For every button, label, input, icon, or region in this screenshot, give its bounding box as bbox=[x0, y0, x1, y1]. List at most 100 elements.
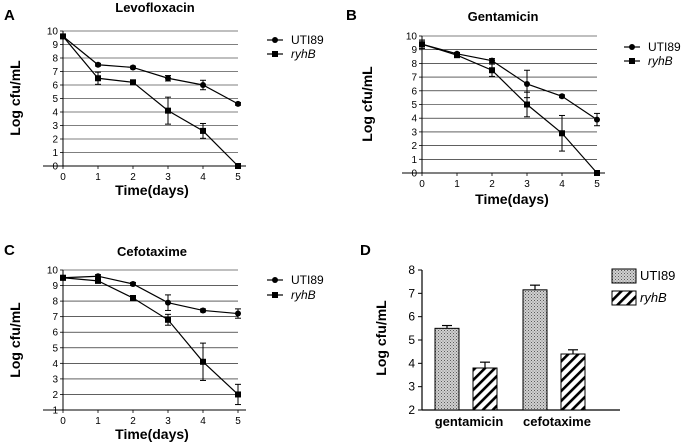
panel-b-ytick-label: 8 bbox=[411, 59, 417, 70]
panel-c-uti89-point bbox=[200, 307, 206, 314]
panel-a-ylabel: Log cfu/mL bbox=[7, 60, 23, 136]
panel-c-ryhb-point bbox=[235, 391, 241, 398]
panel-a-ryhb-point bbox=[130, 79, 136, 86]
panel-d-ytick-label: 5 bbox=[408, 333, 415, 347]
panel-a-ytick-label: 5 bbox=[52, 94, 58, 105]
panel-b-ryhb-point bbox=[489, 67, 495, 74]
panel-c-ytick-label: 3 bbox=[52, 374, 58, 385]
panel-a-ytick-label: 6 bbox=[52, 81, 58, 92]
panel-a-xtick-label: 0 bbox=[60, 172, 66, 183]
panel-c-xtick-label: 4 bbox=[200, 416, 206, 427]
panel-a-ryhb-point bbox=[165, 107, 171, 114]
panel-d-legend-ryhb-label: ryhB bbox=[640, 290, 667, 305]
panel-a-xtick-label: 2 bbox=[130, 172, 136, 183]
panel-d-category-label: cefotaxime bbox=[523, 414, 591, 429]
panel-c-ryhb-point bbox=[165, 316, 171, 323]
panel-d-bar-ryhb bbox=[472, 367, 498, 411]
panel-a-ytick-label: 2 bbox=[52, 135, 58, 146]
panel-a-ryhb-point bbox=[95, 75, 101, 82]
panel-c-title: Cefotaxime bbox=[117, 244, 187, 259]
panel-c-uti89-point bbox=[165, 299, 171, 306]
panel-c-ytick-label: 8 bbox=[52, 297, 58, 308]
panel-a-ryhb-line bbox=[62, 36, 239, 167]
panel-b-xtick-label: 0 bbox=[419, 179, 425, 190]
panel-c-xtick-label: 2 bbox=[130, 416, 136, 427]
panel-c-legend-ryhb-label: ryhB bbox=[291, 288, 316, 302]
panel-c-ytick-label: 10 bbox=[47, 266, 59, 277]
panel-b-xtick-label: 1 bbox=[454, 179, 460, 190]
panel-b-ytick-label: 4 bbox=[411, 114, 417, 125]
panel-a-ryhb-point bbox=[60, 33, 66, 40]
panel-b-ylabel: Log cfu/mL bbox=[359, 66, 375, 142]
panel-a-ytick-label: 1 bbox=[52, 148, 58, 159]
panel-letter-a: A bbox=[4, 7, 15, 24]
panel-d-category-label: gentamicin bbox=[435, 414, 504, 429]
panel-a-ryhb-point bbox=[235, 163, 241, 169]
panel-a-xlabel: Time(days) bbox=[115, 182, 189, 198]
panel-b-xlabel: Time(days) bbox=[475, 191, 549, 207]
panel-c-ytick-label: 9 bbox=[52, 281, 58, 292]
panel-c-xtick-label: 1 bbox=[95, 416, 101, 427]
panel-a-xtick-label: 1 bbox=[95, 172, 101, 183]
panel-a-xtick-label: 3 bbox=[165, 172, 171, 183]
panel-a-ytick-label: 3 bbox=[52, 121, 58, 132]
panel-b-uti89-point bbox=[559, 93, 565, 100]
panel-a-ryhb-point bbox=[200, 127, 206, 134]
panel-b-xtick-label: 3 bbox=[524, 179, 530, 190]
panel-c-uti89-point bbox=[95, 273, 101, 280]
panel-c-uti89-point bbox=[235, 310, 241, 317]
panel-b-ytick-label: 10 bbox=[406, 32, 418, 43]
panel-b-legend-uti89-marker bbox=[629, 44, 635, 50]
panel-d-ytick-label: 2 bbox=[408, 403, 415, 417]
panel-c-xtick-label: 0 bbox=[60, 416, 66, 427]
panel-c-ryhb-line bbox=[62, 277, 239, 395]
panel-c-uti89-line bbox=[62, 275, 239, 315]
panel-b-xtick-label: 4 bbox=[559, 179, 565, 190]
panel-b-ytick-label: 9 bbox=[411, 45, 417, 56]
panel-a-ytick-label: 8 bbox=[52, 54, 58, 65]
panel-letter-c: C bbox=[4, 242, 15, 259]
panel-b-ryhb-point bbox=[559, 130, 565, 137]
panel-b-ryhb-point bbox=[419, 41, 425, 48]
panel-d-bar-ryhb bbox=[560, 353, 586, 411]
panel-a-ytick-label: 10 bbox=[47, 27, 59, 38]
panel-a-legend-ryhb-marker bbox=[272, 51, 278, 57]
panel-b-uti89-point bbox=[594, 116, 600, 123]
panel-c-xtick-label: 3 bbox=[165, 416, 171, 427]
panel-letter-d: D bbox=[360, 242, 371, 259]
panel-b-ytick-label: 3 bbox=[411, 127, 417, 138]
panel-d-legend-uti89-label: UTI89 bbox=[640, 268, 675, 283]
panel-c-ytick-label: 5 bbox=[52, 343, 58, 354]
panel-a-uti89-point bbox=[200, 82, 206, 88]
panel-b-legend-uti89-label: UTI89 bbox=[648, 40, 681, 54]
panel-c-ytick-label: 2 bbox=[52, 390, 58, 401]
panel-a-ytick-label: 7 bbox=[52, 67, 58, 78]
panel-b-legend-ryhb-label: ryhB bbox=[648, 54, 673, 68]
panel-c-legend-ryhb-marker bbox=[272, 292, 278, 298]
panel-a-ytick-label: 9 bbox=[52, 40, 58, 51]
panel-b-ryhb-point bbox=[454, 52, 460, 59]
panel-b-ryhb-line bbox=[421, 43, 598, 174]
panel-a-ytick-label: 4 bbox=[52, 108, 58, 119]
panel-d-ytick-label: 7 bbox=[408, 286, 415, 300]
panel-c-ryhb-point bbox=[60, 274, 66, 281]
panel-b-uti89-point bbox=[524, 80, 530, 87]
panel-a-uti89-point bbox=[95, 61, 101, 68]
panel-c-legend-uti89-marker bbox=[272, 277, 278, 283]
panel-b-ytick-label: 6 bbox=[411, 86, 417, 97]
panel-d-ytick-label: 3 bbox=[408, 380, 415, 394]
panel-b-legend-ryhb-marker bbox=[629, 58, 635, 64]
panel-c-legend-uti89-label: UTI89 bbox=[291, 273, 324, 287]
panel-d-ytick-label: 6 bbox=[408, 310, 415, 324]
panel-c-ytick-label: 6 bbox=[52, 328, 58, 339]
panel-b-gentamicin: Gentamicin Log cfu/mL Time(days) UTI89 r… bbox=[359, 9, 681, 207]
panel-c-ytick-label: 4 bbox=[52, 359, 58, 370]
panel-d-legend-uti89-swatch bbox=[611, 268, 637, 284]
panel-b-ryhb-point bbox=[524, 101, 530, 108]
panel-a-title: Levofloxacin bbox=[115, 0, 195, 15]
panel-b-ytick-label: 5 bbox=[411, 100, 417, 111]
panel-c-ylabel: Log cfu/mL bbox=[7, 302, 23, 378]
panel-letter-b: B bbox=[346, 7, 357, 24]
panel-a-legend-ryhb-label: ryhB bbox=[291, 47, 316, 61]
panel-c-xtick-label: 5 bbox=[235, 416, 241, 427]
